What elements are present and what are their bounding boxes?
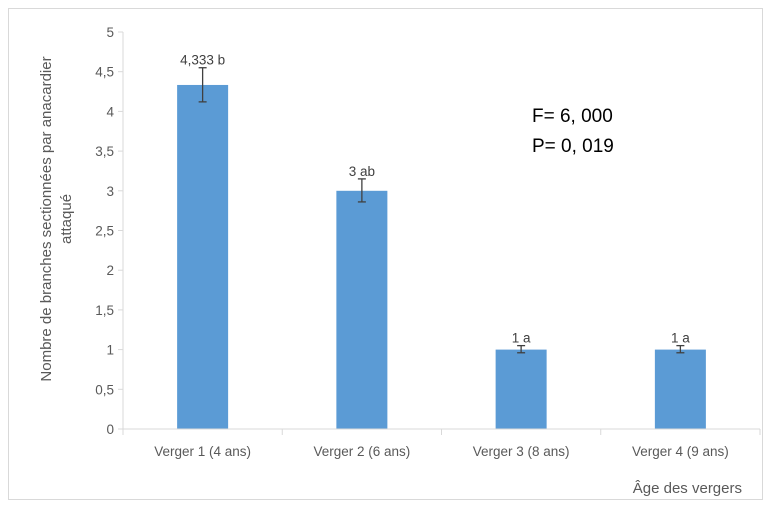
y-axis-ticks: 0 0,5 1 1,5 2 2,5 3 3,5 4 4,5 5	[95, 25, 123, 437]
bar	[177, 84, 229, 429]
x-tick-label: Verger 3 (8 ans)	[473, 444, 570, 459]
bar-chart: Nombre de branches sectionnées par anaca…	[38, 25, 761, 497]
y-tick-label: 1	[106, 343, 114, 358]
chart-area: Nombre de branches sectionnées par anaca…	[8, 8, 763, 500]
y-tick-label: 0,5	[95, 382, 114, 397]
x-tick-label: Verger 4 (9 ans)	[632, 444, 729, 459]
y-tick-label: 4,5	[95, 65, 114, 80]
f-statistic: F= 6, 000	[532, 106, 613, 127]
bar	[495, 349, 547, 429]
y-tick-label: 3,5	[95, 144, 114, 159]
data-label: 4,333 b	[180, 53, 225, 68]
bar	[654, 349, 706, 429]
error-bar	[517, 344, 526, 354]
bars	[177, 84, 706, 429]
p-value: P= 0, 019	[532, 136, 614, 157]
error-bars	[198, 67, 685, 354]
y-axis-title-line-2: attaqué	[58, 194, 75, 244]
data-label: 1 a	[512, 331, 531, 346]
y-tick-label: 2,5	[95, 224, 114, 239]
x-tick-label: Verger 2 (6 ans)	[313, 444, 410, 459]
x-tick-label: Verger 1 (4 ans)	[154, 444, 251, 459]
y-tick-label: 4	[106, 104, 114, 119]
x-axis-title: Âge des vergers	[633, 480, 742, 497]
x-axis-ticks: Verger 1 (4 ans) Verger 2 (6 ans) Verger 3…	[122, 429, 761, 459]
bar	[336, 190, 388, 429]
error-bar	[676, 344, 685, 354]
error-bar	[357, 178, 366, 203]
y-axis-title-line-1: Nombre de branches sectionnées par anaca…	[38, 56, 55, 381]
y-tick-label: 5	[106, 25, 114, 40]
data-label: 3 ab	[349, 164, 375, 179]
data-label: 1 a	[671, 331, 690, 346]
y-tick-label: 2	[106, 263, 114, 278]
y-tick-label: 0	[106, 422, 114, 437]
y-tick-label: 3	[106, 184, 114, 199]
y-tick-label: 1,5	[95, 303, 114, 318]
data-labels: 4,333 b 3 ab 1 a 1 a	[180, 53, 690, 346]
y-axis-title: Nombre de branches sectionnées par anaca…	[38, 56, 75, 381]
error-bar	[198, 67, 207, 103]
